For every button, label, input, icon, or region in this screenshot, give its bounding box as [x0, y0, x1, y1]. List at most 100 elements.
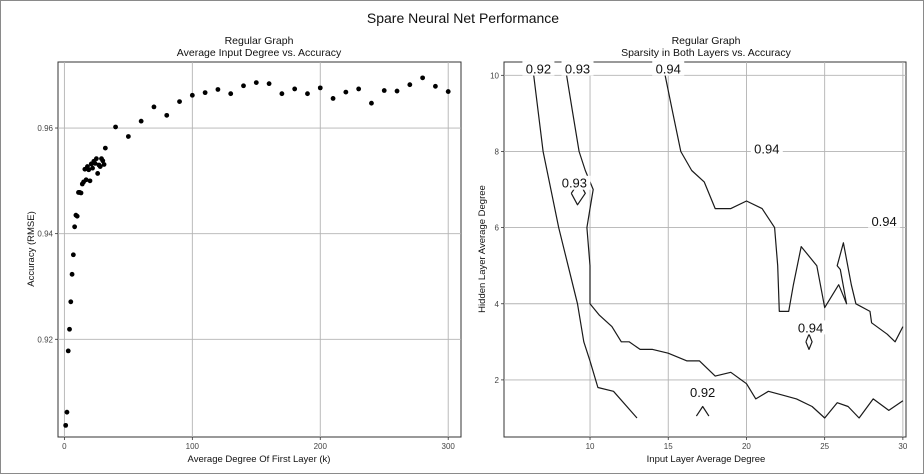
scatter-point: [356, 86, 362, 92]
scatter-point: [74, 213, 80, 219]
contour-label-0-93: 0.93: [565, 62, 590, 77]
scatter-points: [63, 75, 451, 428]
scatter-point: [78, 190, 84, 196]
contour-y-axis-title: Hidden Layer Average Degree: [477, 185, 488, 313]
scatter-point: [100, 158, 106, 164]
scatter-point: [228, 91, 234, 97]
scatter-point: [63, 422, 69, 428]
scatter-point: [407, 82, 413, 88]
contour-label-background: [794, 320, 827, 335]
contour-label-background: [750, 141, 783, 156]
scatter-point: [343, 89, 349, 95]
scatter-point: [292, 86, 298, 92]
scatter-point: [266, 81, 272, 87]
contour-line-0-93: [566, 75, 904, 419]
scatter-point: [102, 145, 108, 151]
scatter-point: [125, 134, 131, 139]
contour-x-tick-label: 20: [742, 442, 751, 451]
scatter-y-axis-title: Accuracy (RMSE): [26, 211, 37, 286]
scatter-point: [215, 87, 221, 92]
scatter-y-tick-label: 0.92: [37, 335, 53, 344]
scatter-point: [86, 167, 92, 173]
contour-grid: [504, 62, 906, 437]
contour-title: Regular Graph: [672, 35, 741, 47]
contour-label-0-92: 0.92: [526, 62, 551, 77]
contour-panel: Regular Graph Sparsity in Both Layers vs…: [477, 35, 908, 465]
contour-line-0-94: [664, 75, 904, 343]
contour-label-0-92: 0.92: [690, 385, 715, 400]
scatter-grid: [58, 62, 461, 437]
contour-x-tick-label: 30: [898, 442, 907, 451]
scatter-y-tick-label: 0.94: [37, 230, 53, 239]
scatter-point: [253, 80, 259, 85]
contour-label-background: [868, 213, 901, 228]
scatter-point: [420, 75, 426, 81]
scatter-point: [70, 252, 76, 258]
scatter-point: [279, 91, 285, 97]
figure-title: Spare Neural Net Performance: [367, 10, 559, 26]
scatter-point: [65, 348, 71, 354]
contour-y-tick-label: 6: [495, 224, 500, 233]
scatter-point: [113, 124, 118, 130]
contour-label-background: [652, 61, 685, 76]
contour-label-background: [558, 175, 591, 190]
contour-line-0-94: [805, 333, 813, 350]
contour-ticks: 10 15 20 25 30 2 4 6 8 10: [490, 71, 908, 451]
scatter-point: [369, 100, 374, 106]
scatter-ticks: 0 100 200 300 0.92 0.94 0.96: [37, 124, 455, 451]
contour-y-tick-label: 10: [490, 71, 499, 80]
contour-label-0-94: 0.94: [798, 320, 823, 335]
scatter-point: [67, 326, 72, 332]
contour-x-tick-label: 25: [820, 442, 829, 451]
scatter-point: [83, 177, 89, 183]
scatter-x-axis-title: Average Degree Of First Layer (k): [188, 454, 331, 465]
scatter-point: [64, 409, 70, 415]
scatter-point: [381, 88, 387, 93]
scatter-point: [177, 99, 182, 105]
scatter-point: [93, 156, 99, 162]
scatter-y-tick-label: 0.96: [37, 124, 53, 133]
contour-label-background: [522, 61, 555, 76]
scatter-point: [101, 162, 107, 167]
contour-lines: [533, 75, 904, 419]
contour-line-0-92: [695, 405, 710, 417]
scatter-point: [151, 104, 157, 110]
scatter-point: [164, 112, 170, 118]
scatter-point: [95, 171, 101, 176]
contour-plot-area: [503, 61, 907, 438]
contour-subtitle: Sparsity in Both Layers vs. Accuracy: [621, 47, 792, 59]
scatter-point: [97, 164, 103, 169]
scatter-point: [317, 85, 323, 91]
scatter-point: [202, 90, 208, 96]
scatter-panel: Regular Graph Average Input Degree vs. A…: [26, 35, 462, 465]
contour-label-background: [686, 385, 719, 400]
scatter-point: [69, 271, 75, 277]
contour-y-tick-label: 8: [495, 147, 500, 156]
scatter-point: [305, 91, 310, 97]
scatter-point: [92, 161, 98, 166]
scatter-x-tick-label: 0: [62, 442, 67, 451]
scatter-point: [445, 89, 451, 94]
scatter-x-tick-label: 100: [186, 442, 200, 451]
contour-x-tick-label: 15: [664, 442, 673, 451]
scatter-point: [394, 88, 400, 94]
scatter-x-tick-label: 300: [442, 442, 456, 451]
contour-label-0-94: 0.94: [754, 141, 779, 156]
scatter-x-tick-label: 200: [314, 442, 328, 451]
scatter-plot-area: [57, 61, 462, 438]
contour-x-axis-title: Input Layer Average Degree: [647, 454, 766, 465]
scatter-point: [241, 83, 246, 89]
contour-label-background: [561, 61, 594, 76]
scatter-point: [433, 83, 438, 89]
contour-x-tick-label: 10: [586, 442, 595, 451]
scatter-title: Regular Graph: [225, 35, 294, 47]
contour-y-tick-label: 4: [495, 300, 500, 309]
scatter-subtitle: Average Input Degree vs. Accuracy: [177, 47, 342, 59]
contour-line-0-92: [533, 75, 638, 419]
scatter-point: [90, 165, 95, 171]
scatter-point: [72, 224, 78, 230]
scatter-point: [189, 92, 195, 98]
scatter-point: [138, 118, 144, 124]
